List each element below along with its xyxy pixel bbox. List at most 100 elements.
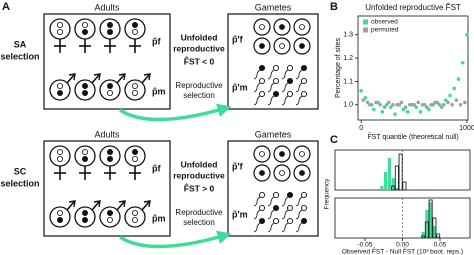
point bbox=[405, 110, 410, 114]
egg bbox=[293, 18, 311, 36]
allele bbox=[299, 170, 305, 176]
point bbox=[439, 105, 444, 109]
bar bbox=[391, 178, 395, 190]
selection-label: SC bbox=[14, 166, 27, 176]
male-symbol bbox=[66, 74, 75, 84]
y-tick-label: 1.3 bbox=[343, 32, 353, 39]
point bbox=[372, 107, 376, 112]
point bbox=[463, 100, 467, 105]
egg bbox=[293, 164, 311, 182]
panel-label: C bbox=[330, 134, 338, 146]
sperm bbox=[286, 64, 294, 72]
sperm bbox=[286, 77, 294, 85]
allele bbox=[131, 209, 138, 216]
egg bbox=[253, 145, 271, 163]
plot-frame bbox=[357, 15, 469, 121]
allele bbox=[107, 216, 114, 223]
allele-freq: p̂'f bbox=[232, 161, 244, 171]
sperm-tail bbox=[295, 222, 303, 233]
male-cell bbox=[49, 79, 71, 101]
x-axis-label: Observed F̂ST - Null F̂ST (10³ boot. rep… bbox=[342, 248, 463, 255]
female-cell bbox=[124, 18, 146, 40]
male-cell bbox=[99, 79, 121, 101]
sperm-tail bbox=[253, 196, 261, 207]
point bbox=[456, 77, 461, 81]
point bbox=[458, 103, 463, 107]
adults-box bbox=[43, 13, 171, 110]
selection-label: selection bbox=[0, 178, 39, 188]
allele bbox=[107, 90, 114, 97]
sperm bbox=[286, 90, 294, 98]
egg bbox=[273, 164, 291, 182]
bar bbox=[421, 235, 426, 239]
y-tick-label: 1.2 bbox=[343, 55, 353, 62]
sperm-tail bbox=[281, 196, 289, 207]
bar bbox=[421, 232, 425, 238]
selection-label: SA bbox=[14, 39, 27, 49]
point bbox=[399, 100, 404, 105]
bar bbox=[402, 181, 407, 191]
panel-label: B bbox=[330, 1, 338, 13]
allele bbox=[57, 148, 64, 155]
point bbox=[365, 100, 370, 105]
allele bbox=[131, 21, 138, 28]
sperm-tail bbox=[281, 95, 289, 106]
allele bbox=[107, 21, 114, 28]
annotation: F̂ST > 0 bbox=[184, 183, 215, 193]
panel-label: A bbox=[2, 1, 10, 13]
arrow-label: Reproductive bbox=[175, 208, 223, 217]
point bbox=[424, 105, 429, 109]
allele bbox=[82, 21, 89, 28]
male-cell bbox=[99, 206, 121, 228]
sperm bbox=[300, 90, 308, 98]
allele bbox=[107, 28, 114, 35]
y-tick-label: 1.0 bbox=[343, 102, 353, 109]
point bbox=[427, 107, 431, 112]
egg bbox=[293, 145, 311, 163]
sperm bbox=[300, 204, 308, 212]
female-cell bbox=[49, 145, 71, 167]
bar bbox=[398, 153, 403, 191]
point bbox=[361, 98, 366, 102]
sperm-tail bbox=[295, 95, 303, 106]
allele bbox=[259, 24, 265, 30]
allele bbox=[299, 43, 305, 49]
egg bbox=[273, 18, 291, 36]
annotation: Unfolded bbox=[181, 32, 218, 42]
point bbox=[363, 95, 368, 100]
sperm-tail bbox=[253, 82, 261, 93]
male-symbol bbox=[68, 200, 76, 208]
male-symbol bbox=[143, 73, 151, 81]
allele bbox=[107, 209, 114, 216]
point bbox=[408, 103, 412, 107]
sperm bbox=[300, 217, 308, 225]
allele bbox=[279, 170, 285, 176]
allele bbox=[57, 90, 64, 97]
male-cell bbox=[124, 79, 146, 101]
box-title: Adults bbox=[94, 129, 120, 139]
sperm-tail bbox=[281, 222, 289, 233]
sperm bbox=[286, 191, 294, 199]
allele-freq: p̂m bbox=[152, 213, 166, 223]
point bbox=[452, 86, 457, 91]
allele bbox=[299, 151, 305, 157]
bar bbox=[428, 199, 433, 239]
bar bbox=[391, 185, 396, 191]
male-symbol bbox=[68, 73, 76, 81]
box-title: Adults bbox=[94, 2, 120, 12]
point bbox=[391, 103, 395, 107]
allele-freq: p̂'f bbox=[232, 34, 244, 44]
sperm bbox=[300, 77, 308, 85]
allele bbox=[82, 209, 89, 216]
sperm-tail bbox=[295, 196, 303, 207]
allele bbox=[82, 90, 89, 97]
egg bbox=[253, 164, 271, 182]
allele-freq: p̂f bbox=[152, 36, 161, 46]
point bbox=[429, 103, 433, 107]
male-cell bbox=[49, 206, 71, 228]
point bbox=[450, 103, 454, 107]
female-cell bbox=[49, 18, 71, 40]
point bbox=[460, 60, 465, 65]
allele bbox=[131, 83, 138, 90]
x-tick-label: 0 bbox=[359, 125, 363, 132]
